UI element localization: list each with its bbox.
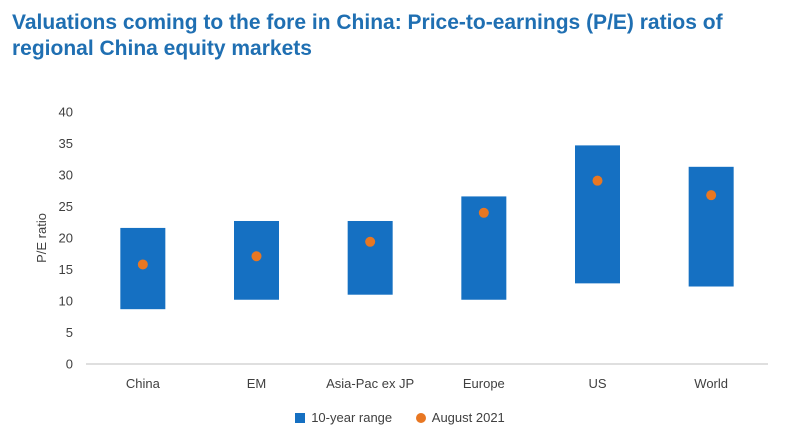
range-bar [347,220,393,295]
legend: 10-year range August 2021 [0,410,800,426]
y-tick-label: 35 [59,136,73,151]
chart-title: Valuations coming to the fore in China: … [12,11,723,60]
legend-item-range: 10-year range [295,410,392,425]
legend-label-range: 10-year range [311,410,393,425]
y-tick-label: 5 [66,325,73,340]
y-tick-label: 20 [59,231,73,246]
y-axis-ticks: 0 5 10 15 20 25 30 35 40 [59,105,73,372]
x-category-label: Europe [463,376,505,391]
range-bars [120,145,734,310]
august-2021-point [137,259,148,270]
legend-label-point: August 2021 [431,410,505,425]
y-axis-title: P/E ratio [34,213,49,263]
x-category-label: US [588,376,606,391]
y-tick-label: 30 [59,168,73,183]
range-bar [575,145,620,284]
august-2021-point [251,251,262,262]
legend-swatch-point [415,412,426,423]
x-category-label: China [126,376,161,391]
legend-swatch-range [295,412,306,423]
august-2021-point [478,207,489,218]
august-2021-points [137,175,717,270]
x-category-label: EM [247,376,267,391]
x-category-label: Asia-Pac ex JP [326,376,414,391]
y-tick-label: 15 [59,262,73,277]
y-tick-label: 10 [59,294,73,309]
category-labels: China EM Asia-Pac ex JP Europe US World [126,376,728,391]
august-2021-point [592,175,603,186]
x-category-label: World [694,376,728,391]
august-2021-point [365,236,376,247]
y-tick-label: 40 [59,105,73,120]
range-bar [688,166,734,287]
august-2021-point [706,190,717,201]
y-tick-label: 25 [59,199,73,214]
legend-item-point: August 2021 [415,410,505,425]
y-tick-label: 0 [66,357,73,372]
